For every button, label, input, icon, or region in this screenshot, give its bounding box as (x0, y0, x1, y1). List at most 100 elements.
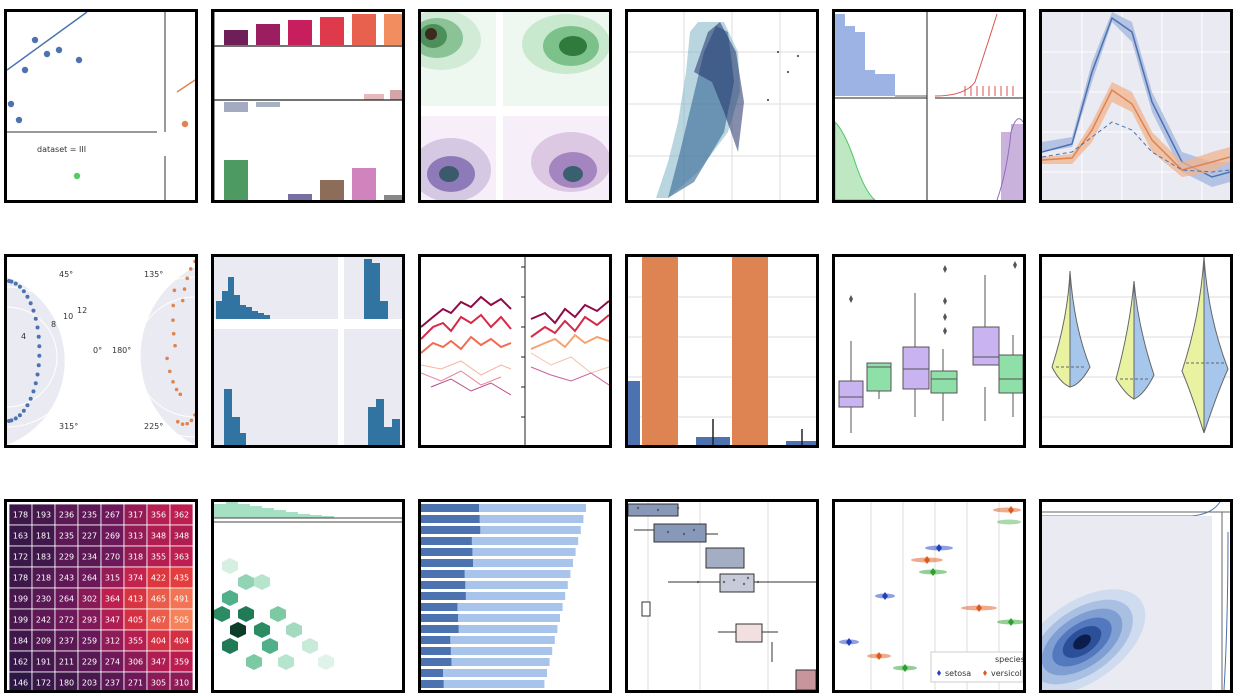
box-strip-chart (628, 502, 816, 690)
polar-point (180, 298, 185, 303)
scatter-point (75, 56, 83, 64)
heatmap-cell-label: 310 (174, 679, 189, 688)
bar-part (421, 592, 466, 600)
multi-line-chart (421, 257, 609, 445)
heatmap-cell-label: 264 (59, 595, 74, 604)
legend-entry-setosa: setosa (945, 669, 971, 678)
heatmap-cell-label: 203 (82, 679, 97, 688)
polar-panel: 45° 12 10 8 4 0° 315° 135° 180° 225° (4, 254, 198, 448)
heatmap-cell-label: 270 (105, 553, 120, 562)
bar-part (421, 625, 459, 633)
heatmap-cell-label: 181 (36, 532, 51, 541)
heatmap-cell-label: 229 (82, 658, 97, 667)
heatmap-cell-label: 237 (59, 637, 74, 646)
scatter-point (73, 172, 81, 180)
polar-point (174, 387, 179, 392)
bar-total (421, 592, 566, 600)
heatmap-cell-label: 199 (13, 595, 28, 604)
scatter-panel (625, 9, 819, 203)
regression-line-blue (7, 12, 88, 71)
heatmap-cell-label: 404 (174, 637, 189, 646)
polar-point (28, 301, 33, 306)
polar-point (37, 353, 42, 358)
anscombe-facet-panel: dataset = III (4, 9, 198, 203)
polar-point (13, 281, 18, 286)
kde-joint-panel (1039, 499, 1233, 693)
polar-point (171, 380, 175, 384)
legend-swatch-versicolor (983, 670, 987, 676)
bar-total (421, 647, 553, 655)
polar-point (25, 403, 30, 408)
heatmap-cell-label: 363 (174, 553, 189, 562)
heatmap-chart: 178 193 236 235 267 317 356 362 163 181 235 227 269 3… (8, 503, 194, 690)
factor-bar-panel (625, 254, 819, 448)
bar-total (421, 504, 586, 512)
kde-joint-chart (1042, 502, 1230, 690)
scatter-point (55, 46, 63, 54)
heatmap-cell-label: 374 (128, 574, 143, 583)
heatmap-cell-label: 271 (128, 679, 143, 688)
heatmap-cell-label: 180 (59, 679, 74, 688)
bar-part (421, 515, 480, 523)
heatmap-cell-label: 259 (82, 637, 97, 646)
bar-part (421, 647, 451, 655)
bar-part (421, 537, 472, 545)
heatmap-cell-label: 211 (59, 658, 74, 667)
polar-point (21, 408, 26, 413)
polar-radius-label: 8 (51, 320, 56, 329)
bar-total (421, 603, 563, 611)
polar-point (13, 416, 18, 421)
orange-point (181, 120, 189, 128)
bar-total (421, 658, 550, 666)
scatter-chart (628, 12, 816, 200)
polar-point (193, 259, 195, 264)
bar-part (421, 559, 473, 567)
heatmap-cell-label: 229 (59, 553, 74, 562)
heatmap-cell-label: 306 (128, 658, 143, 667)
legend-swatch-setosa (937, 670, 941, 676)
heatmap-cell-label: 491 (174, 595, 189, 604)
bar-total (421, 614, 560, 622)
scatter-point (15, 116, 23, 124)
heatmap-cell-label: 230 (36, 595, 51, 604)
histogram-grid-panel (211, 254, 405, 448)
polar-point (7, 419, 11, 423)
polar-point (37, 344, 42, 349)
bar-total (421, 559, 573, 567)
scatter-point (21, 66, 29, 74)
polar-point (25, 294, 30, 299)
bar-total (421, 581, 568, 589)
heatmap-cell-label: 505 (174, 616, 189, 625)
bar-part (421, 504, 479, 512)
heatmap-cell-label: 235 (59, 532, 74, 541)
heatmap-cell-label: 305 (151, 679, 166, 688)
polar-angle-label: 225° (144, 422, 163, 431)
polar-point (21, 289, 26, 294)
polar-point (178, 392, 183, 397)
polar-point (185, 421, 190, 426)
heatmap-cell (169, 671, 194, 690)
heatmap-cell-label: 348 (174, 532, 189, 541)
kde-facet-panel (418, 9, 612, 203)
scatter-point (43, 50, 51, 58)
heatmap-cell-label: 183 (36, 553, 51, 562)
heatmap-cell-label: 163 (13, 532, 28, 541)
bar-total (421, 570, 571, 578)
legend-entry-versicolor: versicol (991, 669, 1022, 678)
polar-point (36, 334, 41, 339)
heatmap-cell-label: 235 (82, 511, 97, 520)
polar-point (28, 396, 33, 401)
heatmap-cell-label: 172 (13, 553, 28, 562)
heatmap-cell-label: 237 (105, 679, 120, 688)
heatmap-cell-label: 404 (151, 637, 166, 646)
polar-angle-label: 315° (59, 422, 78, 431)
polar-point (173, 343, 177, 348)
polar-point (33, 381, 38, 386)
polar-point (171, 318, 175, 322)
heatmap-cell-label: 356 (151, 511, 166, 520)
point-strip-chart: species setosa versicol (839, 502, 1023, 690)
legend-marker-setosa (936, 544, 942, 552)
heatmap-cell-label: 227 (82, 532, 97, 541)
facet-label: dataset = III (37, 145, 86, 154)
polar-chart: 45° 12 10 8 4 0° 315° 135° 180° 225° (7, 259, 195, 445)
